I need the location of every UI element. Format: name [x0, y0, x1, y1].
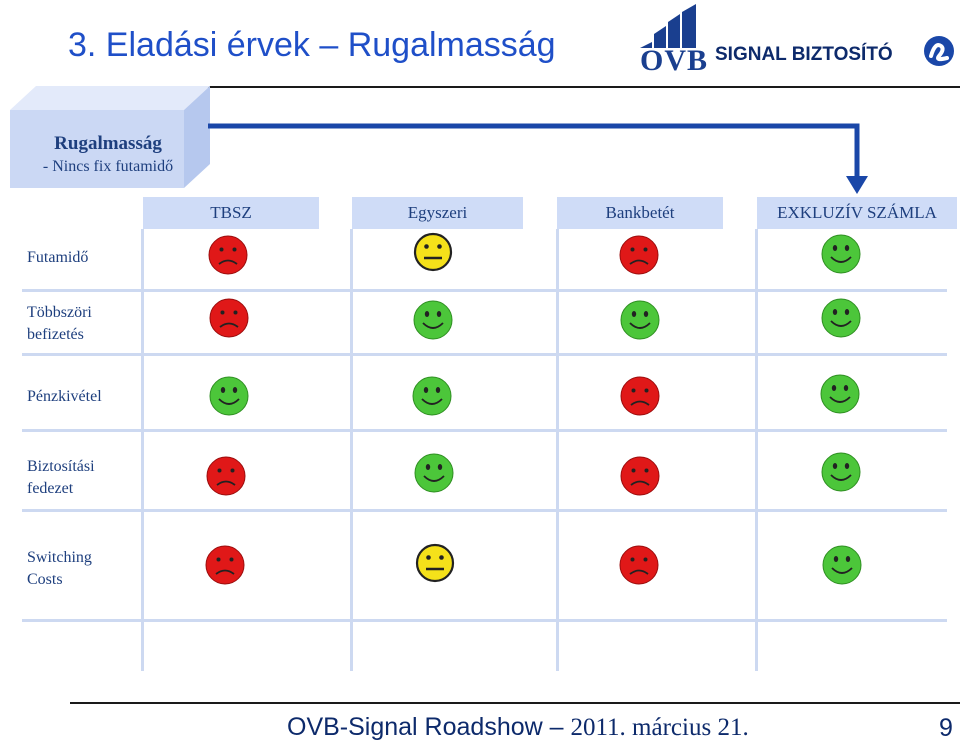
footer-event-name: OVB-Signal Roadshow – [287, 713, 571, 741]
row-label-futamido: Futamidő [27, 249, 89, 266]
connector-arrow [208, 123, 868, 194]
sad-face-icon [620, 456, 660, 496]
row-label-tobbszori-befizetes: Többszöri befizetés [27, 304, 92, 343]
row-label-switching-costs: Switching Costs [27, 549, 92, 588]
header-rule [70, 86, 960, 88]
signal-logo-text: SIGNAL BIZTOSÍTÓ [715, 44, 893, 65]
happy-face-icon [821, 234, 861, 274]
happy-face-icon [821, 298, 861, 338]
sad-face-icon [619, 545, 659, 585]
happy-face-icon [414, 453, 454, 493]
happy-face-icon [620, 300, 660, 340]
grid-hline [22, 619, 947, 622]
grid-hline [22, 289, 947, 292]
sad-face-icon [208, 235, 248, 275]
happy-face-icon [822, 545, 862, 585]
card-subtitle: - Nincs fix futamidő [42, 158, 174, 175]
neutral-face-icon [413, 232, 453, 272]
row-label-biztositasi-fedezet: Biztosítási fedezet [27, 458, 95, 497]
happy-face-icon [413, 300, 453, 340]
grid-vline [141, 229, 144, 671]
ovb-logo-text: OVB [640, 44, 709, 77]
neutral-face-icon [415, 543, 455, 583]
happy-face-icon [821, 452, 861, 492]
column-header-tbsz: TBSZ [143, 197, 319, 229]
signal-logo-icon [924, 36, 954, 66]
grid-vline [350, 229, 353, 671]
column-header-exkluziv: EXKLUZÍV SZÁMLA [757, 197, 957, 229]
grid-hline [22, 429, 947, 432]
happy-face-icon [820, 374, 860, 414]
grid-hline [22, 353, 947, 356]
row-label-penzkivetel: Pénzkivétel [27, 388, 102, 405]
flexibility-card [10, 86, 210, 188]
page-number: 9 [939, 714, 953, 742]
grid-vline [755, 229, 758, 671]
card-title: Rugalmasság [54, 133, 162, 154]
column-header-egyszeri: Egyszeri [352, 197, 523, 229]
footer-text: OVB-Signal Roadshow – 2011. március 21. [287, 713, 749, 742]
footer-date: 2011. március 21. [570, 714, 749, 741]
happy-face-icon [209, 376, 249, 416]
sad-face-icon [620, 376, 660, 416]
slide-title: 3. Eladási érvek – Rugalmasság [68, 26, 556, 64]
happy-face-icon [412, 376, 452, 416]
sad-face-icon [209, 298, 249, 338]
footer-rule [70, 702, 960, 704]
sad-face-icon [206, 456, 246, 496]
sad-face-icon [619, 235, 659, 275]
column-header-bankbetet: Bankbetét [557, 197, 723, 229]
sad-face-icon [205, 545, 245, 585]
ovb-logo-bars-icon [640, 4, 696, 48]
grid-hline [22, 509, 947, 512]
grid-vline [556, 229, 559, 671]
